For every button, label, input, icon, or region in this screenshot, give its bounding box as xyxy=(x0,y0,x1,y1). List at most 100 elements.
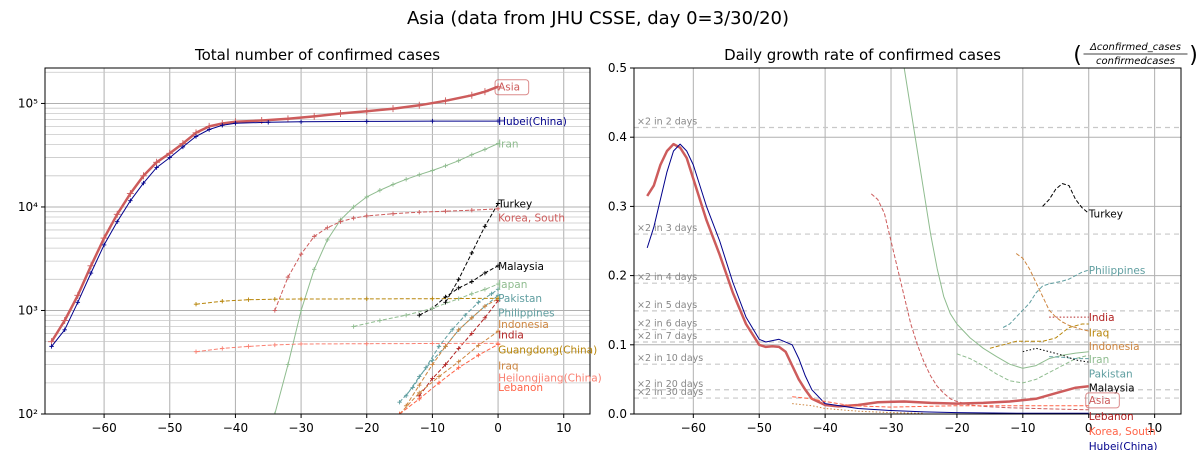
data-point-indonesia xyxy=(469,315,475,320)
y-tick-label: 0.3 xyxy=(608,199,627,213)
y-tick-label: 10⁴ xyxy=(18,200,38,214)
data-point-iraq xyxy=(495,329,501,334)
y-tick-label: 10⁵ xyxy=(18,96,38,110)
data-point-hubei-china xyxy=(430,118,435,124)
data-point-iran xyxy=(469,152,475,157)
y-tick-label: 0.1 xyxy=(608,338,627,352)
data-point-hubei-china xyxy=(49,344,54,349)
x-tick-label: −20 xyxy=(944,421,969,435)
series-line-indonesia xyxy=(405,298,499,407)
data-point-japan xyxy=(469,291,475,296)
data-point-hubei-china xyxy=(495,118,501,124)
x-tick-label: −30 xyxy=(878,421,903,435)
series-label-korea-south: Korea, South xyxy=(1089,426,1156,438)
series-line-korea-south xyxy=(274,208,499,311)
doubling-line-label: ×2 in 3 days xyxy=(637,223,697,234)
series-line-japan xyxy=(353,283,499,327)
data-point-heilongjiang-china xyxy=(193,349,199,354)
y-tick-label: 10³ xyxy=(18,303,38,317)
series-label-indonesia: Indonesia xyxy=(498,319,549,331)
data-point-asia xyxy=(336,109,344,117)
series-line-indonesia xyxy=(1015,253,1089,332)
data-point-guangdong-china xyxy=(272,297,278,302)
data-point-guangdong-china xyxy=(193,301,199,307)
y-tick-label: 10² xyxy=(18,407,38,421)
doubling-line-label: ×2 in 30 days xyxy=(637,387,703,398)
data-point-iran xyxy=(312,267,317,272)
data-point-iraq xyxy=(456,359,461,364)
data-point-malaysia xyxy=(456,285,461,291)
data-point-korea-south xyxy=(469,208,475,213)
title-fraction-numerator: Δconfirmed_cases xyxy=(1089,42,1181,53)
data-point-hubei-china xyxy=(101,242,107,248)
series-label-pakistan: Pakistan xyxy=(498,293,542,305)
data-point-asia xyxy=(284,115,292,123)
series-group xyxy=(48,83,502,414)
series-label-lebanon: Lebanon xyxy=(1089,411,1134,423)
data-point-asia xyxy=(100,234,108,242)
series-label-korea-south: Korea, South xyxy=(498,212,565,224)
data-point-hubei-china xyxy=(364,119,369,124)
series-line-turkey xyxy=(1042,183,1090,214)
x-tick-label: 0 xyxy=(1085,421,1093,435)
series-line-asia xyxy=(50,85,499,343)
data-point-korea-south xyxy=(272,308,278,313)
data-point-asia xyxy=(87,262,95,270)
axes-frame xyxy=(633,67,1182,415)
series-line-iran xyxy=(903,68,1089,369)
series-label-pakistan: Pakistan xyxy=(1089,369,1133,381)
data-point-iraq xyxy=(436,374,442,379)
figure-title: Asia (data from JHU CSSE, day 0=3/30/20) xyxy=(407,8,789,29)
x-tick-label: −50 xyxy=(747,421,772,435)
data-point-hubei-china xyxy=(180,144,186,150)
data-point-lebanon xyxy=(417,396,422,402)
data-point-iran xyxy=(351,204,356,210)
series-label-iraq: Iraq xyxy=(1089,328,1110,340)
data-point-indonesia xyxy=(482,303,488,309)
series-label-india: India xyxy=(1089,312,1115,324)
data-point-korea-south xyxy=(338,219,343,224)
data-point-asia xyxy=(442,97,450,105)
data-point-guangdong-china xyxy=(220,298,225,304)
data-point-lebanon xyxy=(476,352,481,358)
series-line-malaysia xyxy=(1022,347,1089,363)
series-line-pakistan xyxy=(399,288,499,403)
data-point-korea-south xyxy=(285,274,291,280)
data-point-asia xyxy=(389,105,397,113)
x-tick-label: −30 xyxy=(288,421,313,435)
data-point-asia xyxy=(494,83,502,91)
data-point-guangdong-china xyxy=(298,296,304,302)
data-point-philippines xyxy=(403,393,409,398)
series-label-malaysia: Malaysia xyxy=(498,261,544,273)
data-point-iran xyxy=(443,163,448,168)
data-point-iran xyxy=(430,168,435,173)
data-point-iraq xyxy=(476,343,481,348)
data-point-india xyxy=(443,362,448,367)
data-point-japan xyxy=(430,306,435,311)
data-point-philippines xyxy=(417,374,422,379)
x-tick-label: −40 xyxy=(223,421,248,435)
data-point-pakistan xyxy=(436,344,442,349)
title-fraction-denominator: confirmedcases xyxy=(1096,56,1175,67)
data-point-hubei-china xyxy=(128,198,133,203)
data-point-korea-south xyxy=(351,215,356,221)
data-point-asia xyxy=(48,338,56,346)
data-point-heilongjiang-china xyxy=(220,346,225,351)
data-point-hubei-china xyxy=(88,270,94,276)
series-label-turkey: Turkey xyxy=(497,199,532,211)
data-point-heilongjiang-china xyxy=(246,344,251,349)
data-point-iran xyxy=(495,141,501,146)
data-point-pakistan xyxy=(476,300,481,305)
data-point-malaysia xyxy=(482,270,488,276)
data-point-hubei-china xyxy=(206,127,212,132)
doubling-line-label: ×2 in 7 days xyxy=(637,331,697,342)
series-label-guangdong-china: Guangdong(China) xyxy=(498,344,597,356)
chart-title: Daily growth rate of confirmed cases xyxy=(724,46,1001,64)
data-point-guangdong-china xyxy=(495,296,501,301)
x-tick-label: −50 xyxy=(157,421,182,435)
data-point-iran xyxy=(298,308,304,313)
y-tick-label: 0.5 xyxy=(608,61,627,75)
data-point-asia xyxy=(310,112,318,120)
data-point-asia xyxy=(74,291,82,299)
data-point-korea-south xyxy=(417,210,422,215)
